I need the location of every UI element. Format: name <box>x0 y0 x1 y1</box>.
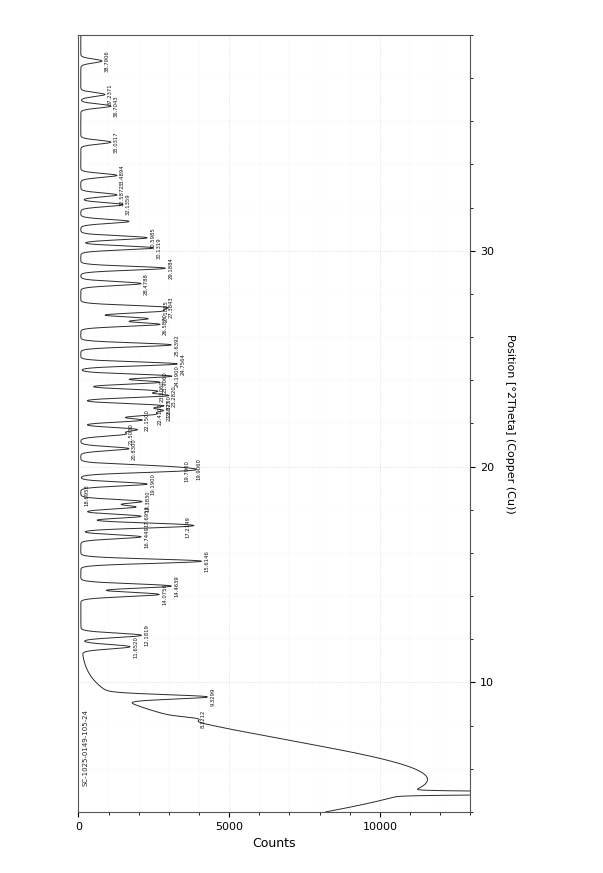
Text: 22.8250: 22.8250 <box>166 395 171 416</box>
Text: 27.1885: 27.1885 <box>163 300 168 322</box>
Text: 15.6146: 15.6146 <box>204 550 209 572</box>
Text: 37.2371: 37.2371 <box>108 84 113 106</box>
Text: 14.0756: 14.0756 <box>162 583 167 605</box>
Text: 35.0317: 35.0317 <box>114 131 119 153</box>
Text: 33.4894: 33.4894 <box>120 165 125 186</box>
X-axis label: Counts: Counts <box>253 837 296 850</box>
Text: 21.5000: 21.5000 <box>128 423 134 445</box>
Y-axis label: Position [°2Theta] (Copper (Cu)): Position [°2Theta] (Copper (Cu)) <box>505 333 515 513</box>
Text: 9.3299: 9.3299 <box>210 688 215 706</box>
Text: 11.6520: 11.6520 <box>133 636 138 657</box>
Text: 26.5870: 26.5870 <box>163 313 168 335</box>
Text: 38.7906: 38.7906 <box>105 50 110 72</box>
Text: 29.1884: 29.1884 <box>168 258 173 279</box>
Text: 32.5872: 32.5872 <box>120 184 125 206</box>
Text: 36.7043: 36.7043 <box>114 95 119 117</box>
Text: 28.4788: 28.4788 <box>144 272 149 294</box>
Text: 18.3830: 18.3830 <box>145 491 150 512</box>
Text: 19.1900: 19.1900 <box>150 473 155 495</box>
Text: 16.7449: 16.7449 <box>144 526 149 547</box>
Text: SC-1025-0149-105-24: SC-1025-0149-105-24 <box>83 709 89 786</box>
Text: 23.2820: 23.2820 <box>172 385 177 407</box>
Text: 8.3212: 8.3212 <box>200 710 206 728</box>
Text: 25.6392: 25.6392 <box>174 334 179 355</box>
Text: 24.7564: 24.7564 <box>180 353 185 375</box>
Text: 30.5985: 30.5985 <box>150 227 155 249</box>
Text: 17.2149: 17.2149 <box>186 516 191 538</box>
Text: 27.3843: 27.3843 <box>169 297 174 318</box>
Text: 22.4100: 22.4100 <box>157 403 162 425</box>
Text: 22.1500: 22.1500 <box>145 409 150 431</box>
Text: 24.1900: 24.1900 <box>175 365 180 387</box>
Text: 18.6953: 18.6953 <box>84 484 89 505</box>
Text: 17.6953: 17.6953 <box>144 505 149 527</box>
Text: 23.5060: 23.5060 <box>160 380 165 402</box>
Text: 14.4639: 14.4639 <box>174 575 179 597</box>
Text: 23.9060: 23.9060 <box>163 371 168 393</box>
Text: 19.7900: 19.7900 <box>185 460 189 482</box>
Text: 30.1319: 30.1319 <box>156 237 161 258</box>
Text: 20.8300: 20.8300 <box>132 437 137 459</box>
Text: 32.1359: 32.1359 <box>126 194 131 216</box>
Text: 12.1819: 12.1819 <box>145 624 150 646</box>
Text: 22.6077: 22.6077 <box>166 399 171 422</box>
Text: 19.9060: 19.9060 <box>197 457 201 479</box>
